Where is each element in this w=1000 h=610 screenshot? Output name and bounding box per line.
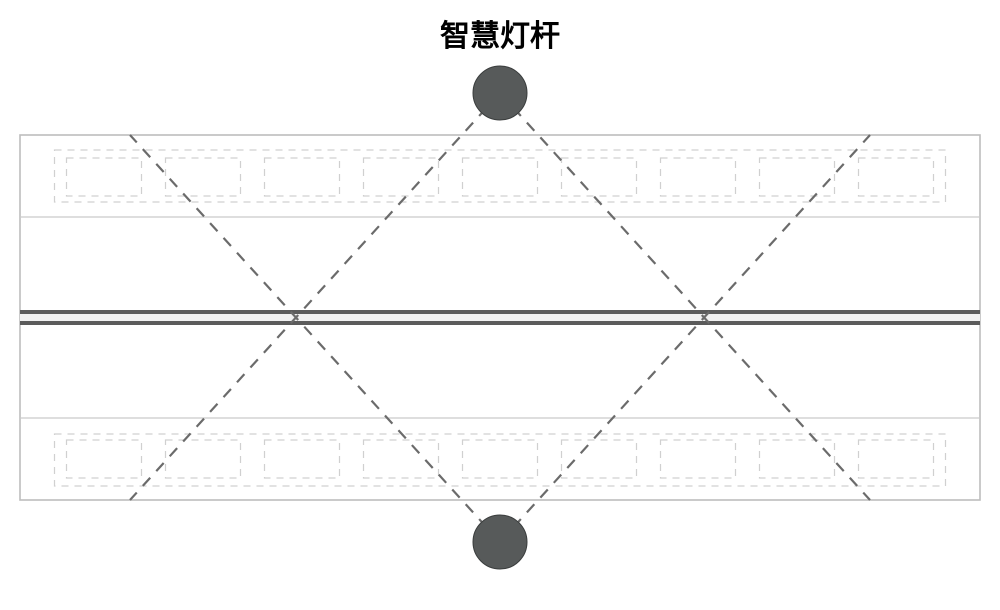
parking-bottom-slot: [562, 440, 637, 478]
parking-top-slot: [463, 158, 538, 196]
parking-bottom-slot: [463, 440, 538, 478]
parking-bottom-slot: [364, 440, 439, 478]
parking-bottom-slot: [661, 440, 736, 478]
parking-top-slot: [859, 158, 934, 196]
coverage-beam-line: [130, 93, 500, 500]
parking-bottom-slot: [760, 440, 835, 478]
parking-top-slot: [67, 158, 142, 196]
parking-top-slot: [661, 158, 736, 196]
smart-lamp-pole-icon: [473, 515, 527, 569]
lamp-pole-coverage-diagram: [0, 0, 1000, 610]
parking-bottom-slot: [67, 440, 142, 478]
parking-top-slot: [364, 158, 439, 196]
parking-bottom-slot: [166, 440, 241, 478]
coverage-beam-line: [130, 135, 500, 542]
coverage-beam-line: [500, 135, 870, 542]
parking-bottom-slot: [859, 440, 934, 478]
parking-bottom-slot: [265, 440, 340, 478]
parking-top-slot: [760, 158, 835, 196]
coverage-beam-line: [500, 93, 870, 500]
smart-lamp-pole-icon: [473, 66, 527, 120]
parking-top-slot: [166, 158, 241, 196]
parking-top-slot: [562, 158, 637, 196]
parking-top-slot: [265, 158, 340, 196]
